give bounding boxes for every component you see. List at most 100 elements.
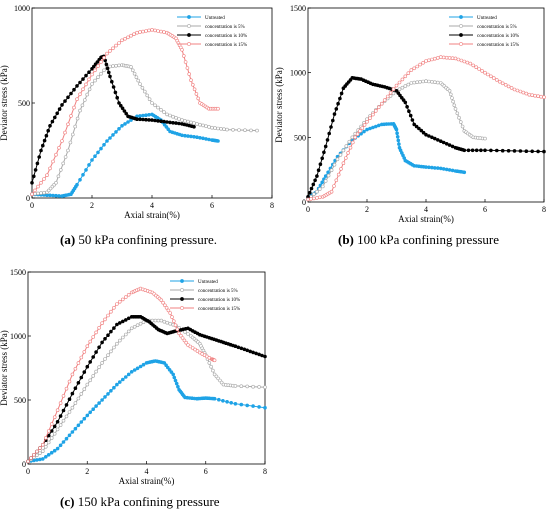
data-point [415, 64, 419, 69]
data-point [339, 91, 344, 96]
data-point [70, 430, 75, 434]
data-point [132, 71, 137, 76]
data-point [334, 107, 339, 111]
data-point [317, 195, 322, 200]
data-point [166, 308, 171, 313]
data-point [168, 321, 172, 326]
data-point [109, 349, 113, 354]
x-tick-label: 4 [424, 205, 428, 214]
series-c15 [30, 27, 220, 196]
data-point [162, 119, 166, 124]
series-line [31, 55, 195, 183]
data-point [57, 146, 61, 150]
data-point [180, 47, 184, 52]
data-point [114, 43, 118, 48]
data-point [55, 427, 60, 432]
data-point [536, 94, 540, 98]
data-point [257, 352, 261, 357]
data-point [327, 131, 332, 136]
data-point [38, 457, 42, 462]
data-point [111, 46, 115, 51]
data-point [156, 105, 160, 110]
data-point [78, 178, 82, 182]
data-point [397, 142, 401, 146]
data-point [129, 65, 133, 69]
data-point [195, 135, 199, 139]
data-point [153, 118, 157, 123]
data-point [444, 167, 449, 172]
data-point [102, 55, 106, 60]
data-point [117, 127, 121, 131]
data-point [221, 399, 225, 403]
legend-marker-untreated [180, 279, 184, 283]
data-point [117, 101, 121, 105]
data-point [433, 136, 437, 141]
data-point [388, 91, 393, 95]
data-point [408, 113, 413, 118]
data-point [94, 350, 98, 354]
data-point [396, 138, 401, 143]
data-point [106, 333, 110, 337]
data-point [138, 30, 142, 34]
chart-panel-c: 0 2 4 6 8 0 500 1000 1500 Axial strain(%) Deviator… [0, 262, 275, 487]
x-tick-label: 8 [542, 205, 546, 214]
data-point [76, 423, 81, 428]
data-point [184, 340, 188, 345]
data-point [457, 115, 461, 120]
data-point [192, 121, 196, 125]
data-point [466, 148, 471, 153]
data-point [55, 420, 60, 424]
data-point [450, 56, 455, 61]
data-point [46, 128, 51, 133]
data-point [459, 58, 464, 63]
data-point [126, 372, 131, 377]
data-point [85, 364, 90, 369]
data-point [436, 56, 440, 60]
data-point [73, 124, 77, 129]
data-point [94, 369, 98, 374]
data-point [43, 445, 48, 449]
data-point [150, 27, 154, 32]
data-point [162, 361, 167, 365]
data-point [63, 130, 67, 135]
data-point [36, 184, 40, 189]
legend-label-untreated: Untreated [477, 16, 497, 21]
data-point [462, 148, 467, 153]
data-point [474, 65, 478, 69]
data-point [174, 116, 178, 120]
data-point [518, 149, 523, 153]
data-point [35, 453, 39, 458]
data-point [132, 325, 137, 329]
legend-marker-untreated [187, 15, 191, 19]
data-point [397, 87, 402, 91]
data-point [45, 173, 49, 177]
data-point [38, 451, 42, 455]
chart-c-svg: 0 2 4 6 8 0 500 1000 1500 Axial strain(%) Deviator… [0, 268, 267, 486]
data-point [180, 336, 185, 340]
data-point [115, 341, 119, 346]
data-point [341, 148, 346, 153]
data-point [536, 149, 540, 154]
data-point [138, 364, 143, 369]
data-point [436, 138, 440, 142]
chart-panel-a: 0 2 4 6 8 0 500 1000 Axial strain(%) Deviator str… [0, 0, 275, 225]
data-point [339, 167, 343, 171]
data-point [257, 405, 261, 409]
data-point [73, 367, 78, 371]
data-point [334, 178, 339, 183]
data-point [353, 135, 357, 140]
data-point [126, 35, 130, 40]
data-point [71, 132, 75, 137]
data-point [76, 381, 81, 385]
data-point [500, 148, 505, 153]
data-point [106, 353, 110, 357]
data-point [81, 173, 85, 177]
data-point [141, 362, 146, 367]
legend-marker-c15 [187, 42, 191, 46]
data-point [121, 319, 125, 324]
data-point [80, 103, 85, 108]
data-point [483, 136, 487, 141]
data-point [233, 402, 238, 406]
data-point [67, 433, 72, 438]
data-point [311, 182, 316, 187]
